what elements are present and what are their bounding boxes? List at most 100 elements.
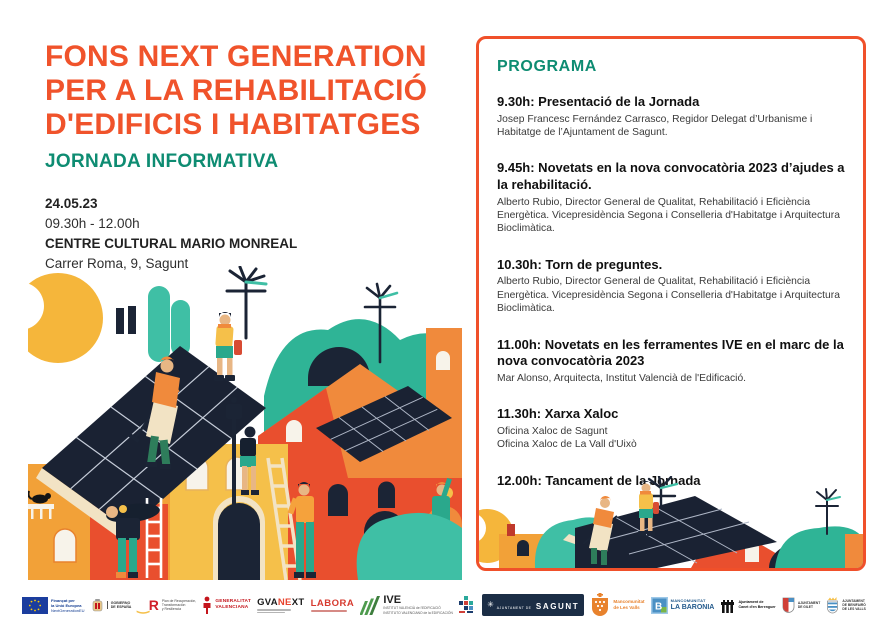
event-venue: CENTRE CULTURAL MARIO MONREAL — [45, 236, 298, 252]
les-valls-line: de Les Valls — [613, 605, 640, 610]
gilet-line: AJUNTAMENT — [797, 600, 821, 605]
page-title: FONS NEXT GENERATION PER A LA REHABILITA… — [45, 40, 428, 141]
worker-walking — [638, 481, 659, 536]
yellow-hill — [0, 273, 103, 363]
program-item-desc: Mar Alonso, Arquitecta, Institut Valenci… — [497, 372, 747, 384]
generalitat-valenciana-logo: GENERALITAT VALENCIANA — [202, 596, 251, 614]
ajuntament-benifairo-logo: AJUNTAMENT DE BENIFAIRÓ DE LES VALLS — [826, 596, 866, 614]
program-item-title: 10.30h: Torn de preguntes. — [497, 256, 663, 272]
baronia-icon: B — [650, 596, 668, 614]
gvanext-wordmark: GVANEXT — [257, 596, 305, 608]
worker-carrying — [106, 503, 160, 578]
program-item: 9.30h: Presentació de la Jornada Josep F… — [497, 94, 845, 139]
worker-squeegee — [582, 495, 618, 565]
spain-coat-of-arms-icon — [92, 598, 103, 611]
labora-wordmark: LABORA — [310, 598, 355, 609]
program-panel: PROGRAMA 9.30h: Presentació de la Jornad… — [476, 36, 866, 571]
labora-logo: LABORA — [310, 598, 355, 612]
program-item-desc: Alberto Rubio, Director General de Quali… — [497, 276, 840, 315]
eu-line: la Unió Europea — [51, 602, 82, 608]
prtr-logo: ‿R Plan de Recuperación, Transformación … — [138, 598, 197, 612]
program-item-title: 11.00h: Novetats en les ferramentes IVE … — [497, 336, 844, 369]
mancomunitat-la-baronia-logo: B MANCOMUNITAT LA BARONIA — [650, 596, 715, 614]
rooftop-solar-illustration — [0, 265, 462, 583]
les-valls-line: Mancomunitat — [613, 599, 645, 605]
canet-line: Canet d'en Berenguer — [738, 605, 776, 609]
ive-line: INSTITUTO VALENCIANO de la EDIFICACIÓN — [383, 610, 453, 615]
sagunt-emblem-icon: ✳ — [487, 600, 494, 609]
program-item-desc: Oficina Xaloc de Sagunt Oficina Xaloc de… — [497, 425, 637, 451]
baronia-line: MANCOMUNITAT — [670, 597, 706, 603]
gva-line: VALENCIANA — [215, 605, 249, 610]
worker-climbing — [240, 426, 259, 495]
eu-line: Finançat per — [51, 597, 75, 603]
program-item-title: 9.30h: Presentació de la Jornada — [497, 94, 700, 109]
program-item: 11.30h: Xarxa Xaloc Oficina Xaloc de Sag… — [497, 406, 845, 451]
program-item-title: 12.00h: Tancament de la Jornada — [497, 472, 701, 488]
ive-wordmark: IVE — [383, 594, 402, 607]
program-item-desc: Josep Francesc Fernández Carrasco, Regid… — [497, 113, 813, 138]
xaloc-mosaic-icon — [458, 595, 473, 613]
teal-bush-front — [356, 512, 462, 580]
gvanext-logo: GVANEXT — [257, 597, 304, 614]
gobierno-line: GOBIERNO — [110, 600, 131, 605]
cat — [27, 490, 51, 504]
worker-ladder — [287, 482, 316, 578]
rooftop-strip-illustration — [479, 476, 863, 568]
ive-mark-icon — [360, 595, 381, 615]
gobierno-espana-logo: GOBIERNO DE ESPAÑA — [91, 598, 132, 613]
prtr-r-mark: ‿R — [137, 597, 159, 613]
les-valls-shield-icon — [592, 593, 609, 616]
event-details: 24.05.23 09.30h - 12.00h CENTRE CULTURAL… — [45, 194, 470, 275]
gilet-line: DE GILET — [797, 605, 814, 609]
mancomunitat-les-valls-logo: Mancomunitat de Les Valls — [590, 593, 645, 617]
benifairo-shield-icon — [827, 596, 839, 613]
gobierno-line: DE ESPAÑA — [110, 605, 132, 609]
prtr-line: y Resiliencia — [161, 607, 181, 612]
teal-hill — [775, 526, 863, 568]
tv-antenna-2 — [815, 488, 841, 535]
poster-subtitle: JORNADA INFORMATIVA — [45, 150, 279, 172]
program-heading: PROGRAMA — [497, 58, 597, 75]
lamppost — [226, 397, 242, 580]
xarxa-xaloc-logo — [458, 595, 476, 615]
teal-tree — [148, 286, 190, 362]
program-item-desc: Alberto Rubio, Director General de Quali… — [497, 196, 840, 235]
canet-castle-icon — [721, 599, 735, 613]
event-address: Carrer Roma, 9, Sagunt — [45, 256, 189, 272]
prtr-line: Plan de Recuperación, — [161, 598, 197, 603]
gvanext-tagline-bar — [257, 608, 292, 611]
canet-line: Ajuntament de — [738, 600, 764, 605]
ajuntament-gilet-logo: AJUNTAMENT DE GILET — [782, 597, 820, 613]
sagunt-wordmark: SAGUNT — [535, 602, 580, 611]
benifairo-line: DE BENIFAIRÓ — [842, 602, 866, 607]
program-item: 10.30h: Torn de preguntes. Alberto Rubio… — [497, 257, 845, 316]
ive-line: INSTITUT VALENCIÀ de l'EDIFICACIÓ — [383, 606, 441, 611]
gilet-shield-icon — [782, 597, 795, 613]
ajuntament-sagunt-logo: ✳ AJUNTAMENT DE SAGUNT — [482, 594, 585, 616]
eu-line: NextGenerationEU — [51, 607, 85, 613]
tv-antenna-2 — [363, 282, 399, 364]
sagunt-line: AJUNTAMENT DE — [496, 606, 532, 610]
orange-edge — [845, 534, 863, 568]
solar-panel-right — [316, 386, 452, 462]
gva-emblem-icon — [203, 596, 211, 614]
program-item: 9.45h: Novetats en la nova convocatòria … — [497, 160, 845, 235]
event-info-column: FONS NEXT GENERATION PER A LA REHABILITA… — [45, 40, 470, 275]
svg-text:B: B — [655, 601, 662, 612]
event-time: 09.30h - 12.00h — [45, 215, 140, 231]
program-item: 12.00h: Tancament de la Jornada — [497, 473, 845, 490]
gva-line: GENERALITAT — [215, 599, 251, 605]
ive-logo: IVE INSTITUT VALENCIÀ de l'EDIFICACIÓ IN… — [360, 595, 453, 615]
baronia-line: LA BARONIA — [670, 603, 715, 611]
worker-walking — [214, 312, 242, 381]
prtr-line: Transformación — [161, 602, 186, 607]
gvanext-tagline-bar — [257, 611, 286, 614]
benifairo-line: AJUNTAMENT — [842, 598, 865, 603]
chimneys — [116, 306, 136, 334]
ajuntament-canet-logo: Ajuntament de Canet d'en Berenguer — [720, 597, 776, 614]
event-date: 24.05.23 — [45, 195, 98, 211]
worker-squeegee — [127, 356, 180, 469]
footer-logo-bar: Finançat per la Unió Europea NextGenerat… — [0, 586, 888, 624]
program-item-title: 9.45h: Novetats en la nova convocatòria … — [497, 160, 845, 192]
